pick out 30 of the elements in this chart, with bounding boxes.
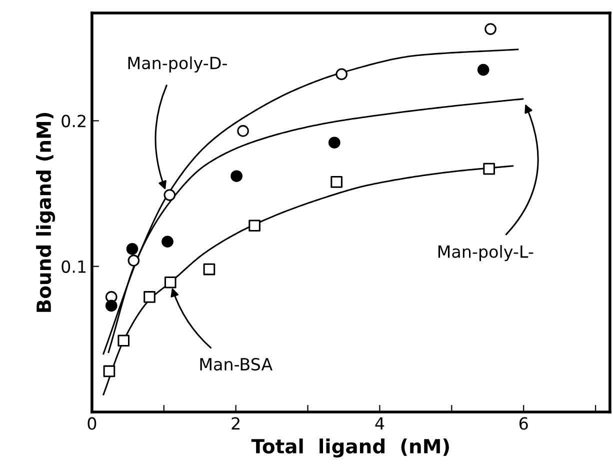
point bbox=[330, 176, 342, 188]
annotation: Man-poly-L- bbox=[438, 245, 534, 262]
x-tick-label: 6 bbox=[519, 417, 528, 430]
point bbox=[162, 236, 174, 248]
point bbox=[118, 334, 130, 347]
point bbox=[144, 291, 156, 303]
point bbox=[484, 23, 496, 35]
point bbox=[483, 162, 495, 175]
point bbox=[230, 170, 242, 182]
x-tick-label: 4 bbox=[375, 417, 384, 430]
y-tick-label: 0.1 bbox=[62, 260, 86, 273]
y-axis-title: Bound ligand (nM) bbox=[36, 112, 56, 312]
point bbox=[164, 189, 176, 201]
point bbox=[336, 68, 348, 80]
point bbox=[103, 365, 116, 378]
point bbox=[126, 242, 138, 255]
x-tick-label: 2 bbox=[232, 417, 240, 430]
point bbox=[203, 263, 216, 276]
point bbox=[105, 300, 118, 312]
y-tick-label: 0.2 bbox=[62, 114, 86, 128]
point bbox=[328, 136, 340, 149]
point bbox=[477, 64, 490, 76]
point bbox=[248, 220, 260, 232]
point bbox=[164, 276, 176, 288]
x-axis-title: Total ligand (nM) bbox=[251, 438, 449, 458]
point bbox=[128, 254, 140, 266]
annotation: Man-BSA bbox=[200, 358, 273, 371]
x-tick-label: 0 bbox=[88, 417, 96, 430]
point bbox=[237, 125, 249, 137]
annotation: Man-poly-D- bbox=[128, 56, 227, 73]
